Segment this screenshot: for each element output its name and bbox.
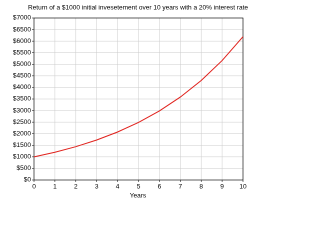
chart-title: Return of a $1000 initial invesetement o… (28, 5, 248, 12)
y-tick-label: $1000 (13, 154, 31, 161)
x-tick-label: 3 (95, 184, 99, 191)
y-tick-label: $4500 (13, 73, 31, 80)
x-tick-label: 1 (53, 184, 57, 191)
y-tick-label: $2000 (13, 130, 31, 137)
y-tick-label: $0 (24, 177, 32, 184)
plot-frame (33, 17, 244, 181)
x-tick-label: 10 (239, 184, 247, 191)
y-tick-label: $3000 (13, 107, 31, 114)
chart: Return of a $1000 initial invesetement o… (13, 5, 248, 200)
x-tick-label: 2 (74, 184, 78, 191)
y-tick-label: $4000 (13, 84, 31, 91)
x-tick-label: 7 (178, 184, 182, 191)
y-tick-label: $5500 (13, 49, 31, 56)
y-tick-label: $5000 (13, 61, 31, 68)
x-tick-label: 0 (32, 184, 36, 191)
x-axis-label: Years (130, 193, 147, 200)
y-tick-label: $1500 (13, 142, 31, 149)
y-tick-label: $7000 (13, 15, 31, 22)
x-tick-label: 4 (116, 184, 120, 191)
y-tick-label: $500 (17, 165, 32, 172)
x-tick-label: 6 (158, 184, 162, 191)
y-tick-label: $2500 (13, 119, 31, 126)
x-tick-label: 5 (137, 184, 141, 191)
y-tick-label: $6500 (13, 26, 31, 33)
y-tick-label: $6000 (13, 38, 31, 45)
x-tick-label: 9 (220, 184, 224, 191)
x-tick-label: 8 (199, 184, 203, 191)
data-line (33, 36, 244, 158)
y-tick-label: $3500 (13, 96, 31, 103)
